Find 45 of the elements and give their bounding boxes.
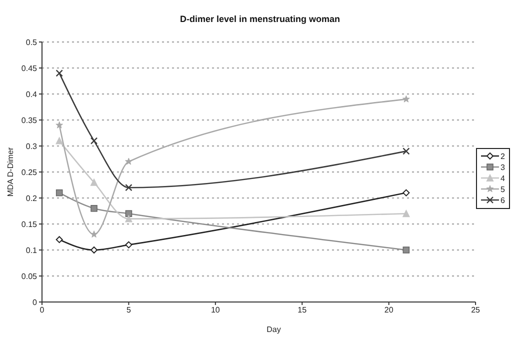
point (90, 205, 98, 212)
legend-label: 4 (500, 172, 505, 184)
legend-label: 5 (500, 184, 505, 194)
point (125, 210, 132, 217)
point (56, 189, 63, 196)
x-tick-label: 0 (40, 306, 45, 315)
point (402, 246, 410, 254)
y-tick-label: 0.35 (21, 116, 38, 125)
y-tick-label: 0.05 (21, 272, 38, 281)
point (125, 215, 132, 222)
point (125, 241, 132, 248)
x-axis-title: Day (266, 325, 281, 334)
point (125, 158, 132, 165)
legend-label: 2 (500, 150, 505, 162)
point (402, 210, 410, 218)
y-tick-label: 0.1 (26, 246, 38, 255)
y-tick-label: 0.15 (21, 220, 38, 229)
point (90, 230, 98, 238)
legend-label: 6 (500, 194, 505, 206)
point (56, 121, 64, 128)
x-tick-label: 10 (210, 306, 220, 315)
point (56, 70, 63, 77)
point (90, 137, 98, 144)
point (56, 236, 63, 244)
point (402, 95, 410, 102)
x-tick-label: 20 (384, 306, 394, 315)
legend-label: 3 (500, 162, 505, 172)
y-tick-label: 0.45 (21, 64, 38, 73)
y-tick-label: 0.4 (26, 90, 38, 99)
point (402, 148, 410, 155)
y-tick-label: 0.3 (26, 142, 38, 151)
point (402, 189, 410, 196)
y-axis-title: MDA D-Dimer (6, 147, 15, 197)
y-tick-label: 0 (32, 298, 38, 307)
point (90, 178, 98, 186)
x-tick-label: 25 (471, 306, 481, 315)
x-tick-label: 5 (126, 306, 132, 315)
chart-title: D-dimer level in menstruating woman (178, 14, 342, 24)
y-tick-label: 0.5 (26, 38, 38, 47)
y-tick-label: 0.2 (26, 194, 38, 203)
point (56, 137, 63, 144)
point (90, 246, 98, 254)
x-tick-label: 15 (298, 306, 308, 315)
y-tick-label: 0.25 (21, 168, 38, 177)
point (125, 184, 132, 192)
